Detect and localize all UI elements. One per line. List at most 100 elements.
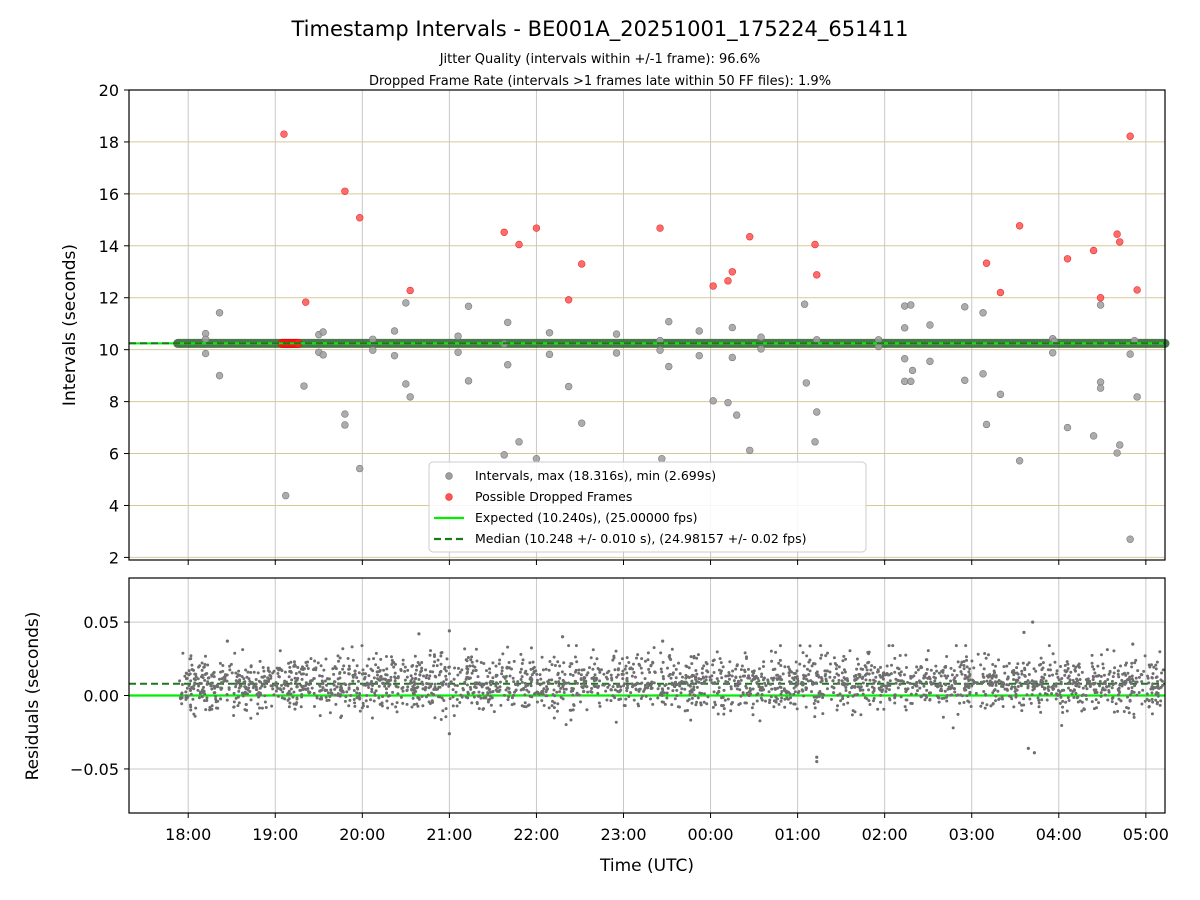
residual-point <box>696 696 700 700</box>
x-tick-label: 02:00 <box>862 825 908 844</box>
residual-point <box>1085 697 1089 701</box>
residual-point <box>1080 709 1084 713</box>
residual-point <box>254 678 258 682</box>
residual-point <box>364 699 368 703</box>
interval-point <box>545 329 554 337</box>
residual-point <box>787 671 791 675</box>
residual-point <box>1147 663 1151 667</box>
residual-point <box>657 684 661 688</box>
residual-point <box>621 669 625 673</box>
residual-point <box>538 692 542 696</box>
residual-point <box>324 695 328 699</box>
residual-point <box>652 681 656 685</box>
residual-point <box>670 647 674 651</box>
residual-point <box>1092 688 1096 692</box>
residual-point <box>220 677 224 681</box>
residual-point <box>1125 678 1129 682</box>
residual-point <box>460 694 464 698</box>
residual-point <box>1018 681 1022 685</box>
interval-point <box>215 371 224 380</box>
residual-point <box>991 673 995 677</box>
residual-point <box>552 688 556 692</box>
residual-point <box>343 699 347 703</box>
residual-point <box>270 704 274 708</box>
residual-point <box>444 674 448 678</box>
residual-point <box>332 683 336 687</box>
residual-point <box>649 663 653 667</box>
residual-point <box>1154 667 1158 671</box>
residual-point <box>795 707 799 711</box>
residual-point <box>451 704 455 708</box>
residual-point <box>646 681 650 685</box>
residual-point <box>815 695 819 699</box>
interval-point <box>800 300 809 308</box>
residual-point <box>1092 675 1096 679</box>
residual-point <box>301 684 305 688</box>
residual-point <box>1034 669 1038 673</box>
residual-point <box>795 669 799 673</box>
residual-point <box>571 693 575 697</box>
residual-point <box>1154 663 1158 667</box>
residual-point <box>721 704 725 708</box>
residual-point <box>353 669 357 673</box>
residual-point <box>807 660 811 664</box>
residual-point <box>604 675 608 679</box>
residual-point <box>735 687 739 691</box>
residual-point <box>639 666 643 670</box>
interval-point <box>464 302 473 311</box>
residual-point <box>711 705 715 709</box>
residual-point <box>391 690 395 694</box>
residual-point <box>1076 695 1080 699</box>
residual-point <box>213 691 217 695</box>
residual-point <box>503 676 507 680</box>
residual-point <box>1070 692 1074 696</box>
residual-point <box>768 682 772 686</box>
residual-point <box>205 696 209 700</box>
residual-point <box>194 706 198 710</box>
residual-point <box>488 694 492 698</box>
residual-point <box>858 688 862 692</box>
residual-point <box>813 699 817 703</box>
residual-outlier-point <box>815 755 819 759</box>
residual-point <box>427 700 431 704</box>
residual-point <box>832 691 836 695</box>
residual-point <box>512 693 516 697</box>
residual-point <box>727 670 731 674</box>
interval-point <box>900 355 909 363</box>
residual-point <box>1047 644 1051 648</box>
residual-point <box>678 684 682 688</box>
residual-point <box>1053 660 1057 664</box>
residual-point <box>484 681 488 685</box>
dropped-frame-points <box>277 130 1141 348</box>
residual-point <box>416 685 420 689</box>
residual-point <box>985 679 989 683</box>
residual-point <box>660 670 664 674</box>
residual-point <box>858 673 862 677</box>
residual-point <box>760 692 764 696</box>
residual-point <box>347 686 351 690</box>
residual-point <box>808 669 812 673</box>
residual-point <box>582 684 586 688</box>
residual-point <box>1145 697 1149 701</box>
residual-point <box>1073 668 1077 672</box>
residual-point <box>410 705 414 709</box>
residual-point <box>488 671 492 675</box>
residual-point <box>564 687 568 691</box>
residual-point <box>232 700 236 704</box>
residual-point <box>1128 678 1132 682</box>
residual-point <box>244 702 248 706</box>
residual-point <box>1028 697 1032 701</box>
residual-point <box>247 677 251 681</box>
legend-median-label: Median (10.248 +/- 0.010 s), (24.98157 +… <box>475 531 806 546</box>
residual-point <box>715 650 719 654</box>
residual-point <box>185 686 189 690</box>
residual-point <box>1101 682 1105 686</box>
residual-point <box>394 705 398 709</box>
residual-point <box>582 668 586 672</box>
residual-point <box>241 648 245 652</box>
residual-point <box>412 680 416 684</box>
residual-point <box>766 680 770 684</box>
residual-point <box>1116 669 1120 673</box>
residual-point <box>828 670 832 674</box>
interval-point <box>612 330 621 338</box>
